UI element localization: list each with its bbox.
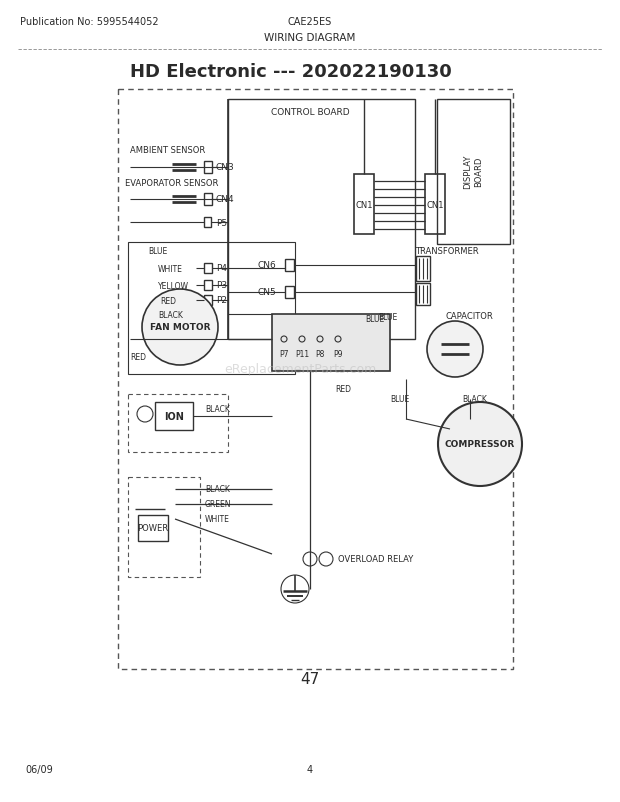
Text: P7: P7 bbox=[279, 350, 289, 359]
Bar bbox=[155, 403, 193, 431]
Text: BLUE: BLUE bbox=[390, 395, 409, 404]
Bar bbox=[128, 395, 228, 452]
Bar bbox=[118, 90, 513, 669]
Bar bbox=[204, 194, 212, 206]
Text: RED: RED bbox=[335, 385, 351, 394]
Text: P3: P3 bbox=[216, 282, 227, 290]
Bar bbox=[354, 175, 374, 235]
Text: TRANSFORMER: TRANSFORMER bbox=[415, 247, 479, 256]
Text: CN1: CN1 bbox=[355, 200, 373, 209]
Text: WHITE: WHITE bbox=[158, 265, 183, 274]
Bar bbox=[272, 314, 390, 371]
Text: RED: RED bbox=[160, 297, 176, 306]
Circle shape bbox=[427, 322, 483, 378]
Text: P4: P4 bbox=[216, 264, 227, 273]
Text: WIRING DIAGRAM: WIRING DIAGRAM bbox=[264, 33, 356, 43]
Bar bbox=[138, 516, 168, 541]
Text: P8: P8 bbox=[316, 350, 325, 359]
Text: CN3: CN3 bbox=[216, 164, 235, 172]
Text: RED: RED bbox=[130, 353, 146, 362]
Text: EVAPORATOR SENSOR: EVAPORATOR SENSOR bbox=[125, 179, 218, 188]
Bar bbox=[204, 217, 211, 228]
Text: GREEN: GREEN bbox=[205, 500, 231, 508]
Text: P5: P5 bbox=[216, 218, 227, 227]
Bar bbox=[204, 281, 212, 290]
Text: CN1: CN1 bbox=[427, 200, 444, 209]
Text: BLACK: BLACK bbox=[158, 311, 183, 320]
Text: P11: P11 bbox=[295, 350, 309, 359]
Text: 47: 47 bbox=[300, 671, 320, 687]
Circle shape bbox=[142, 290, 218, 366]
Text: BLUE: BLUE bbox=[365, 315, 384, 324]
Text: BLUE: BLUE bbox=[148, 247, 167, 256]
Bar bbox=[204, 264, 212, 273]
Bar bbox=[204, 162, 212, 174]
Text: ION: ION bbox=[164, 411, 184, 422]
Text: CN5: CN5 bbox=[258, 288, 277, 297]
Text: Publication No: 5995544052: Publication No: 5995544052 bbox=[20, 17, 159, 27]
Text: eReplacementParts.com: eReplacementParts.com bbox=[224, 363, 376, 376]
Text: P9: P9 bbox=[334, 350, 343, 359]
Text: COMPRESSOR: COMPRESSOR bbox=[445, 440, 515, 449]
Bar bbox=[128, 477, 200, 577]
Bar bbox=[437, 100, 510, 245]
Text: CONTROL BOARD: CONTROL BOARD bbox=[271, 107, 349, 117]
Text: P2: P2 bbox=[216, 296, 227, 305]
Text: POWER: POWER bbox=[138, 524, 169, 533]
Text: YELLOW: YELLOW bbox=[158, 282, 189, 291]
Text: CN4: CN4 bbox=[216, 195, 234, 205]
Text: FAN MOTOR: FAN MOTOR bbox=[150, 323, 210, 332]
Bar bbox=[416, 257, 430, 282]
Text: BLUE: BLUE bbox=[378, 313, 397, 322]
Bar bbox=[425, 175, 445, 235]
Text: CAPACITOR: CAPACITOR bbox=[445, 312, 493, 321]
Text: CAE25ES: CAE25ES bbox=[288, 17, 332, 27]
Text: BLACK: BLACK bbox=[205, 485, 230, 494]
Text: HD Electronic --- 202022190130: HD Electronic --- 202022190130 bbox=[130, 63, 452, 81]
Bar bbox=[285, 260, 294, 272]
Text: 06/09: 06/09 bbox=[25, 764, 53, 774]
Text: BLACK: BLACK bbox=[462, 395, 487, 404]
Bar bbox=[285, 286, 294, 298]
Bar bbox=[416, 284, 430, 306]
Bar bbox=[204, 296, 212, 306]
Text: AMBIENT SENSOR: AMBIENT SENSOR bbox=[130, 146, 205, 155]
Text: WHITE: WHITE bbox=[205, 515, 230, 524]
Text: BLACK: BLACK bbox=[205, 405, 230, 414]
Text: CN6: CN6 bbox=[258, 261, 277, 270]
Text: 4: 4 bbox=[307, 764, 313, 774]
Circle shape bbox=[438, 403, 522, 486]
Text: OVERLOAD RELAY: OVERLOAD RELAY bbox=[338, 555, 414, 564]
Bar bbox=[228, 100, 415, 339]
Text: DISPLAY
BOARD: DISPLAY BOARD bbox=[463, 155, 483, 189]
Bar bbox=[128, 243, 295, 375]
